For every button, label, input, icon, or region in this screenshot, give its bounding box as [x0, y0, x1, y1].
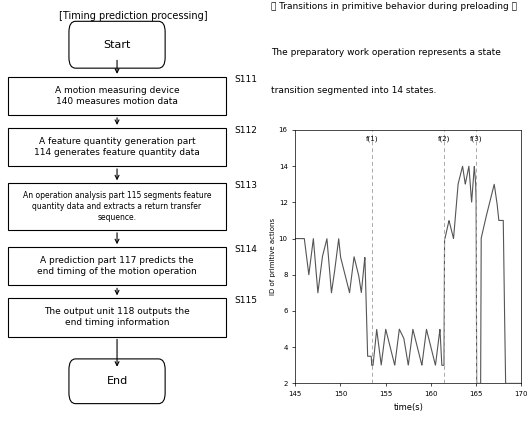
X-axis label: time(s): time(s)	[393, 403, 423, 412]
Text: S113: S113	[234, 181, 257, 190]
FancyBboxPatch shape	[8, 77, 226, 115]
FancyBboxPatch shape	[69, 359, 165, 404]
Text: The preparatory work operation represents a state: The preparatory work operation represent…	[271, 48, 501, 57]
Text: transition segmented into 14 states.: transition segmented into 14 states.	[271, 86, 437, 95]
FancyBboxPatch shape	[69, 21, 165, 68]
FancyBboxPatch shape	[8, 298, 226, 337]
Y-axis label: ID of primitive actions: ID of primitive actions	[270, 218, 276, 295]
Text: f(3): f(3)	[470, 135, 483, 142]
Text: A prediction part 117 predicts the
end timing of the motion operation: A prediction part 117 predicts the end t…	[37, 256, 197, 276]
FancyBboxPatch shape	[8, 183, 226, 230]
Text: S114: S114	[234, 245, 257, 254]
Text: A motion measuring device
140 measures motion data: A motion measuring device 140 measures m…	[55, 86, 179, 106]
Text: f(2): f(2)	[438, 135, 451, 142]
Text: A feature quantity generation part
114 generates feature quantity data: A feature quantity generation part 114 g…	[34, 137, 200, 157]
Text: S112: S112	[234, 126, 257, 135]
Text: An operation analysis part 115 segments feature
quantity data and extracts a ret: An operation analysis part 115 segments …	[23, 191, 211, 222]
Text: The output unit 118 outputs the
end timing information: The output unit 118 outputs the end timi…	[44, 307, 190, 328]
Text: [Timing prediction processing]: [Timing prediction processing]	[59, 11, 207, 20]
Text: S111: S111	[234, 75, 257, 83]
Text: S115: S115	[234, 296, 257, 305]
Text: f(1): f(1)	[366, 135, 378, 142]
Text: End: End	[106, 376, 128, 386]
FancyBboxPatch shape	[8, 128, 226, 166]
Text: 《 Transitions in primitive behavior during preloading 》: 《 Transitions in primitive behavior duri…	[271, 3, 517, 12]
FancyBboxPatch shape	[8, 247, 226, 285]
Text: Start: Start	[103, 40, 131, 50]
